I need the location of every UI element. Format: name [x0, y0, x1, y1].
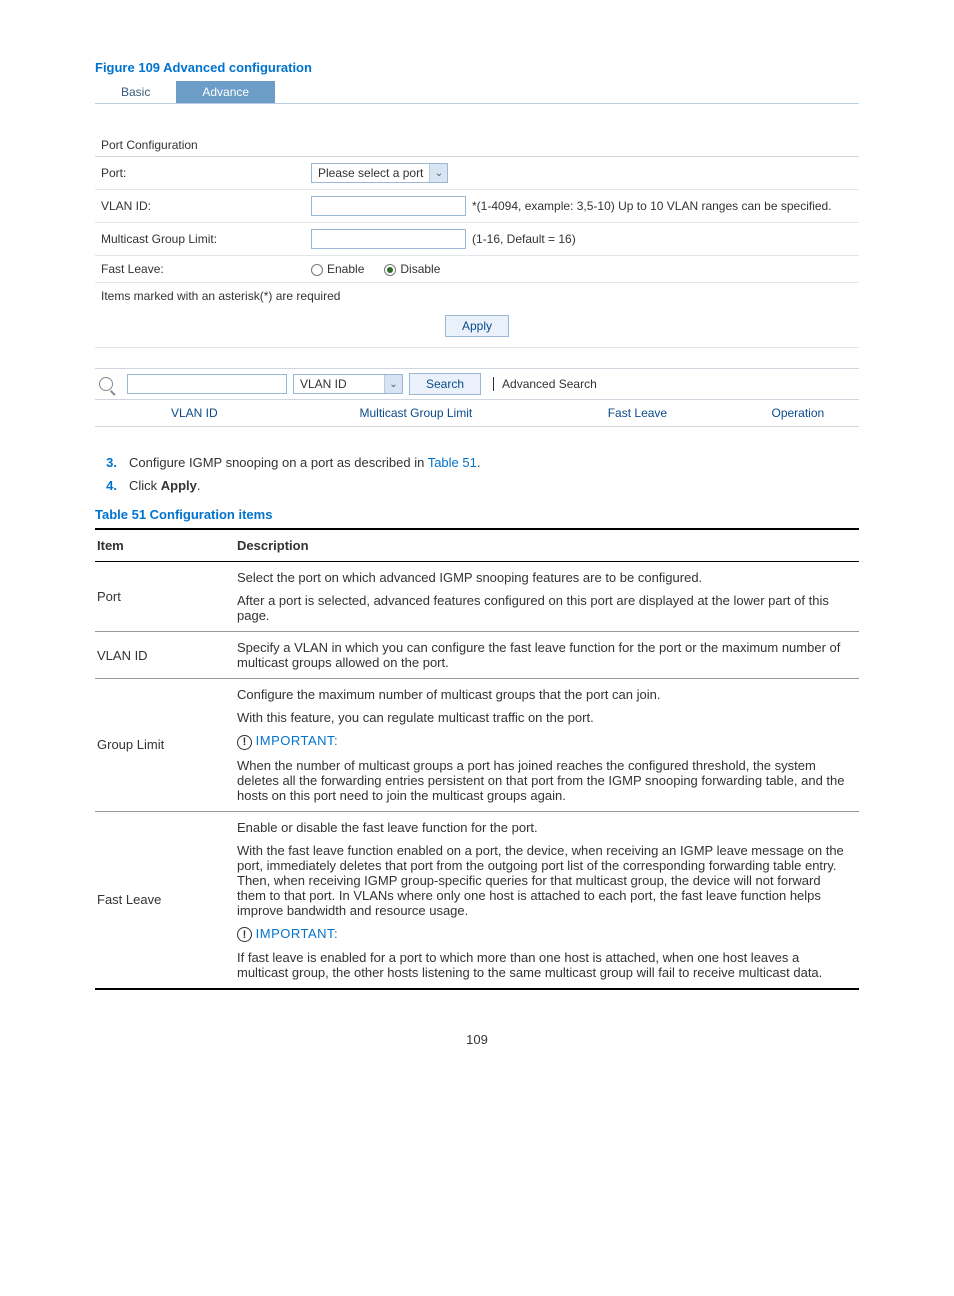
port-desc-2: After a port is selected, advanced featu…	[237, 593, 853, 623]
vlan-input[interactable]	[311, 196, 466, 216]
search-row: VLAN ID ⌄ Search Advanced Search	[95, 368, 859, 400]
step-3-num: 3.	[97, 455, 129, 470]
gl-desc-3: When the number of multicast groups a po…	[237, 758, 853, 803]
required-note: Items marked with an asterisk(*) are req…	[95, 283, 859, 309]
row-port: Port: Please select a port ⌄	[95, 157, 859, 190]
col-vlan-id: VLAN ID	[95, 406, 294, 420]
fl-desc-3: If fast leave is enabled for a port to w…	[237, 950, 853, 980]
item-port: Port	[95, 562, 235, 632]
item-fast-leave: Fast Leave	[95, 811, 235, 989]
result-table-header: VLAN ID Multicast Group Limit Fast Leave…	[95, 400, 859, 427]
important-label: IMPORTANT:	[256, 926, 339, 941]
step-3-end: .	[477, 455, 481, 470]
enable-label: Enable	[327, 262, 364, 276]
search-button[interactable]: Search	[409, 373, 481, 395]
step-list: 3. Configure IGMP snooping on a port as …	[95, 455, 859, 493]
tab-advance[interactable]: Advance	[176, 81, 275, 103]
step-3-text: Configure IGMP snooping on a port as des…	[129, 455, 428, 470]
advanced-search-link[interactable]: Advanced Search	[493, 377, 597, 391]
apply-row: Apply	[95, 309, 859, 348]
row-group-limit: Group Limit Configure the maximum number…	[95, 679, 859, 812]
step-4-bold: Apply	[161, 478, 197, 493]
radio-enable[interactable]: Enable	[311, 262, 364, 276]
mgl-hint: (1-16, Default = 16)	[472, 232, 576, 246]
config-table: Item Description Port Select the port on…	[95, 528, 859, 990]
step-3: 3. Configure IGMP snooping on a port as …	[95, 455, 859, 470]
item-group-limit: Group Limit	[95, 679, 235, 812]
row-fastleave: Fast Leave: Enable Disable	[95, 256, 859, 283]
search-field-value: VLAN ID	[294, 377, 384, 391]
figure-title: Figure 109 Advanced configuration	[95, 60, 859, 75]
chevron-down-icon: ⌄	[429, 164, 447, 182]
port-select-value: Please select a port	[312, 166, 429, 180]
table-51-link[interactable]: Table 51	[428, 455, 477, 470]
page-number: 109	[95, 1032, 859, 1047]
mgl-input[interactable]	[311, 229, 466, 249]
step-4-num: 4.	[97, 478, 129, 493]
row-port: Port Select the port on which advanced I…	[95, 562, 859, 632]
chevron-down-icon: ⌄	[384, 375, 402, 393]
port-label: Port:	[101, 166, 311, 180]
vlan-label: VLAN ID:	[101, 199, 311, 213]
th-item: Item	[95, 529, 235, 562]
table-title: Table 51 Configuration items	[95, 507, 859, 522]
section-port-config: Port Configuration	[95, 132, 859, 157]
gl-desc-1: Configure the maximum number of multicas…	[237, 687, 853, 702]
fl-desc-2: With the fast leave function enabled on …	[237, 843, 853, 918]
gl-desc-2: With this feature, you can regulate mult…	[237, 710, 853, 725]
port-desc-1: Select the port on which advanced IGMP s…	[237, 570, 853, 585]
row-vlan: VLAN ID: *(1-4094, example: 3,5-10) Up t…	[95, 190, 859, 223]
tab-basic[interactable]: Basic	[95, 81, 176, 103]
important-icon: !	[237, 927, 252, 942]
col-fastleave: Fast Leave	[538, 406, 737, 420]
search-field-select[interactable]: VLAN ID ⌄	[293, 374, 403, 394]
fastleave-label: Fast Leave:	[101, 262, 311, 276]
step-4-text-b: .	[197, 478, 201, 493]
disable-label: Disable	[400, 262, 440, 276]
vlan-desc: Specify a VLAN in which you can configur…	[235, 632, 859, 679]
row-vlan: VLAN ID Specify a VLAN in which you can …	[95, 632, 859, 679]
important-icon: !	[237, 735, 252, 750]
row-mgl: Multicast Group Limit: (1-16, Default = …	[95, 223, 859, 256]
row-fast-leave: Fast Leave Enable or disable the fast le…	[95, 811, 859, 989]
vlan-hint: *(1-4094, example: 3,5-10) Up to 10 VLAN…	[472, 199, 832, 213]
port-select[interactable]: Please select a port ⌄	[311, 163, 448, 183]
col-operation: Operation	[737, 406, 859, 420]
important-label: IMPORTANT:	[256, 733, 339, 748]
apply-button[interactable]: Apply	[445, 315, 509, 337]
tabs: Basic Advance	[95, 81, 859, 104]
th-desc: Description	[235, 529, 859, 562]
step-4: 4. Click Apply.	[95, 478, 859, 493]
step-4-text-a: Click	[129, 478, 161, 493]
col-mgl: Multicast Group Limit	[294, 406, 538, 420]
fl-desc-1: Enable or disable the fast leave functio…	[237, 820, 853, 835]
radio-disable[interactable]: Disable	[384, 262, 440, 276]
mgl-label: Multicast Group Limit:	[101, 232, 311, 246]
search-icon	[99, 377, 113, 391]
search-input[interactable]	[127, 374, 287, 394]
item-vlan: VLAN ID	[95, 632, 235, 679]
